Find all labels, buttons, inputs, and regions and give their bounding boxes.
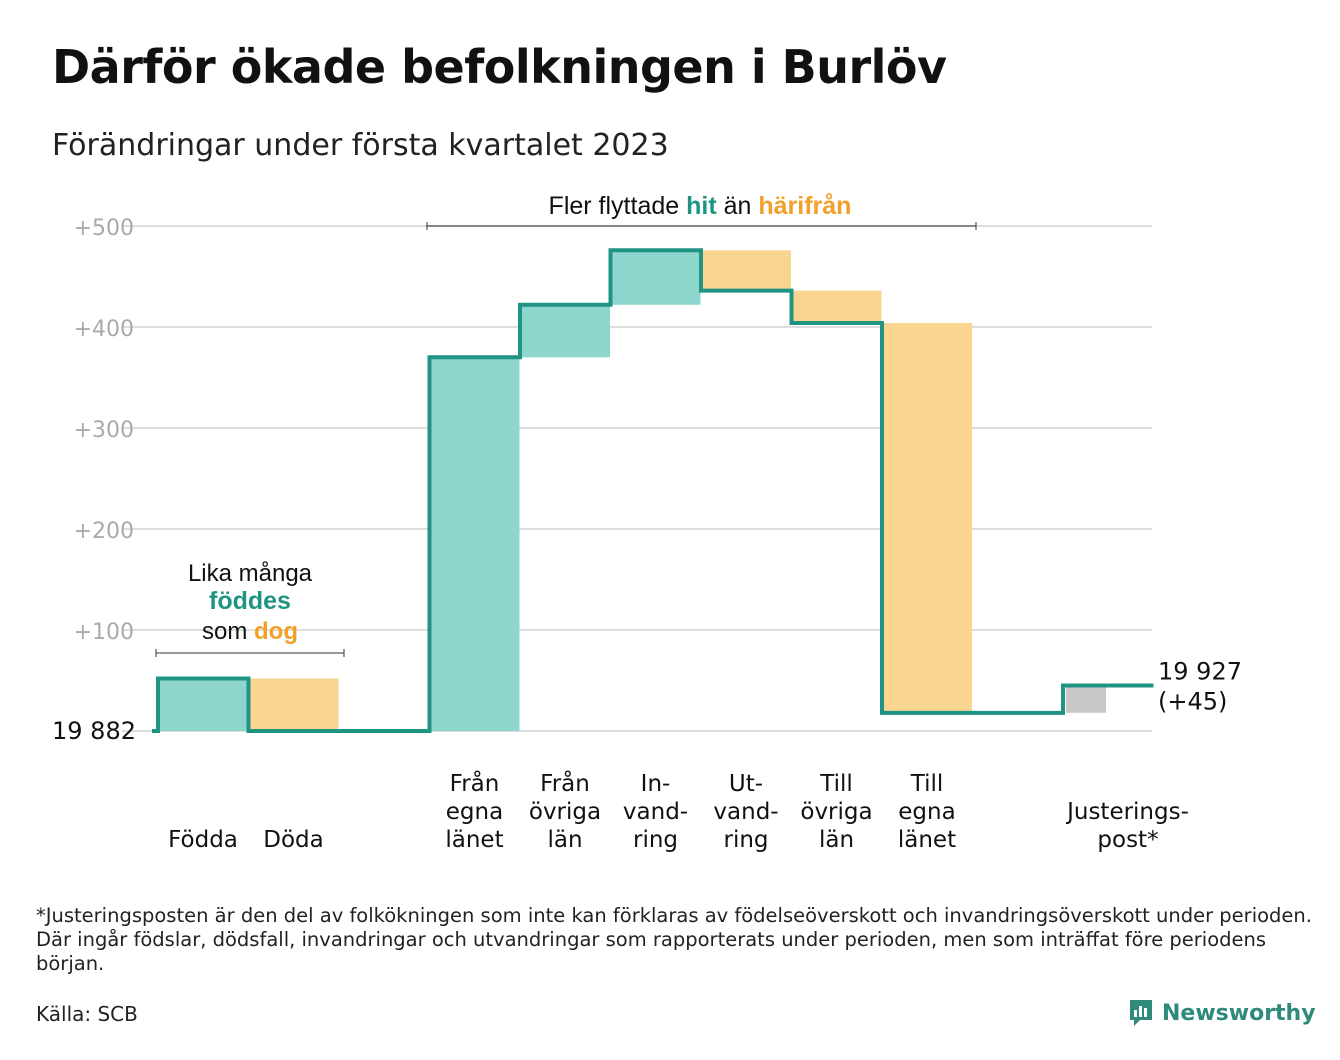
x-category-label: egna — [898, 799, 955, 825]
end-value-label: 19 927 — [1158, 658, 1242, 686]
waterfall-bar — [791, 290, 882, 323]
x-category-label: län — [547, 827, 582, 853]
waterfall-bar — [520, 304, 610, 358]
chart-subtitle: Förändringar under första kvartalet 2023 — [52, 128, 669, 163]
waterfall-bar — [610, 250, 701, 305]
waterfall-bar — [882, 322, 972, 713]
brand-logo: Newsworthy — [1128, 998, 1316, 1028]
x-category-label: vand- — [713, 799, 778, 825]
births-annotation-line3: som dog — [202, 618, 298, 645]
waterfall-bar — [1066, 685, 1106, 713]
source-label: Källa: SCB — [36, 1002, 138, 1026]
waterfall-bar — [701, 250, 791, 291]
y-tick-label: +300 — [74, 418, 134, 443]
y-tick-label: +400 — [74, 317, 134, 342]
x-category-label: Från — [540, 769, 590, 797]
x-category-label: Till — [819, 771, 853, 797]
x-category-label: vand- — [623, 799, 688, 825]
x-category-label: län — [819, 827, 854, 853]
x-category-label: post* — [1097, 827, 1158, 853]
x-category-label: övriga — [529, 799, 601, 825]
x-category-label: ring — [633, 827, 678, 853]
x-category-label: länet — [445, 827, 503, 853]
waterfall-bar — [429, 357, 520, 731]
chart-title: Därför ökade befolkningen i Burlöv — [52, 40, 947, 94]
start-value-label: 19 882 — [52, 717, 136, 745]
x-category-label: ring — [723, 827, 768, 853]
x-category-label: övriga — [800, 799, 872, 825]
x-category-label: Justerings- — [1065, 799, 1189, 825]
footnote: *Justeringsposten är den del av folkökni… — [36, 904, 1312, 975]
waterfall-bar — [158, 678, 248, 731]
x-category-label: Döda — [263, 827, 323, 853]
x-category-label: In- — [641, 771, 671, 797]
x-category-label: Till — [910, 771, 944, 797]
x-category-label: Ut- — [729, 771, 763, 797]
end-value-label: (+45) — [1158, 688, 1227, 716]
x-category-label: Från — [450, 769, 500, 797]
brand-name: Newsworthy — [1162, 1000, 1316, 1026]
migration-annotation: Fler flyttade hit än härifrån — [549, 192, 852, 220]
y-tick-label: +500 — [74, 216, 134, 241]
x-category-label: egna — [446, 799, 503, 825]
births-annotation-line2: föddes — [209, 587, 291, 615]
cumulative-line — [152, 248, 1154, 733]
x-category-label: länet — [898, 827, 956, 853]
y-tick-label: +200 — [74, 519, 134, 544]
y-tick-label: +100 — [74, 620, 134, 645]
births-annotation-line1: Lika många — [188, 560, 313, 587]
waterfall-bar — [248, 678, 339, 731]
newsworthy-logo-icon — [1130, 1000, 1152, 1026]
x-category-label: Födda — [168, 827, 238, 853]
